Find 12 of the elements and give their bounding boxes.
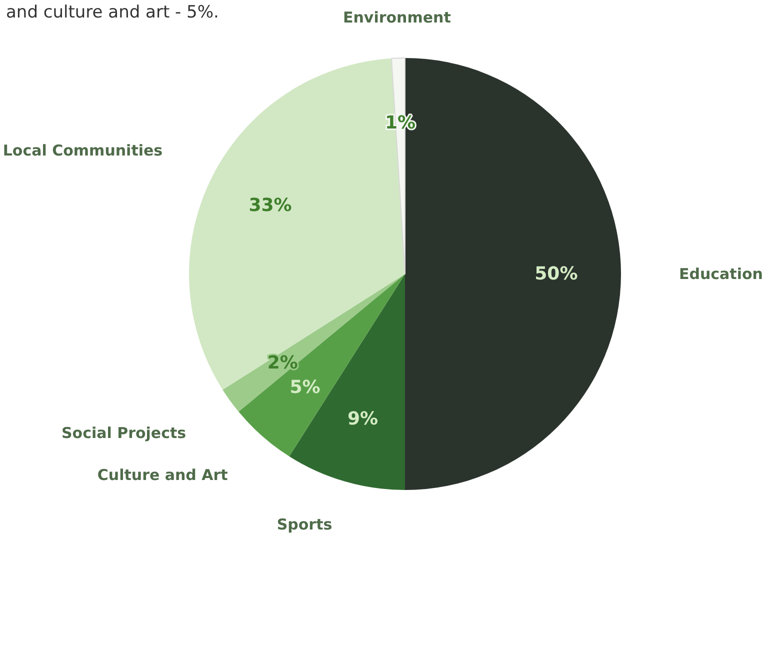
data-label: 2% [267, 352, 298, 374]
slice-label: Local Communities [2, 141, 163, 160]
data-label: 5% [290, 376, 320, 398]
data-label: 50% [534, 264, 578, 284]
data-label: 9% [348, 408, 378, 430]
text: and culture and art - 5%. [6, 2, 219, 22]
slice-label: Environment [342, 8, 451, 27]
slice-label: Education [679, 265, 763, 283]
slice-label: Sports [276, 516, 332, 534]
data-label: 33% [248, 194, 292, 216]
slice-label: Culture and Art [97, 466, 228, 484]
slice-label: Social Projects [61, 424, 186, 442]
